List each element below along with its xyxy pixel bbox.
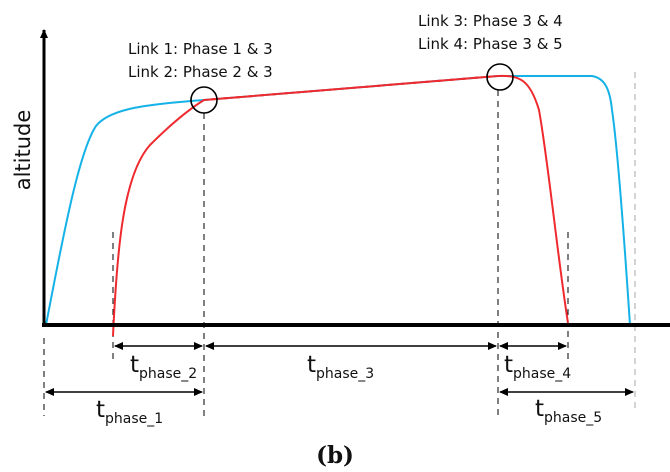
link-2-note: Link 2: Phase 2 & 3	[128, 63, 273, 81]
t-phase-4-label: tphase_4	[504, 352, 571, 382]
t-phase-5-label: tphase_5	[535, 396, 602, 426]
dashed-markers	[43, 90, 569, 418]
y-axis-label: altitude	[11, 110, 35, 191]
red-trajectory-curve	[112, 74, 569, 337]
link-1-note: Link 1: Phase 1 & 3	[128, 40, 273, 58]
link-circle-phase-2-3	[190, 86, 218, 114]
t-phase-3-label: tphase_3	[307, 352, 374, 382]
link-circle-phase-3-4-5	[486, 63, 514, 91]
blue-trajectory-curve	[45, 75, 631, 326]
link-3-note: Link 3: Phase 3 & 4	[418, 12, 563, 30]
link-4-note: Link 4: Phase 3 & 5	[418, 35, 563, 53]
t-phase-2-label: tphase_2	[130, 352, 197, 382]
t-phase-1-label: tphase_1	[96, 397, 163, 427]
figure-caption: (b)	[316, 442, 354, 469]
